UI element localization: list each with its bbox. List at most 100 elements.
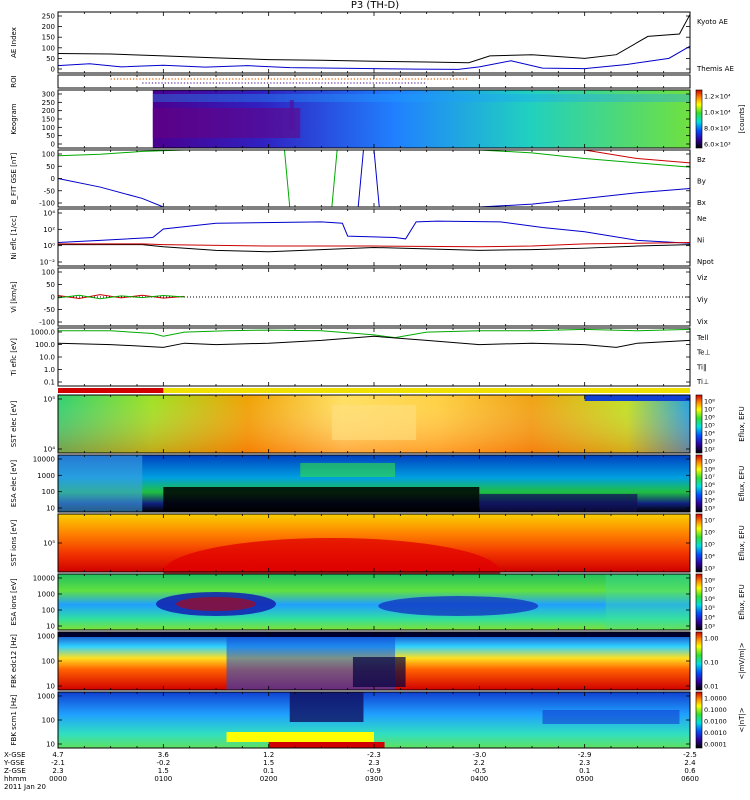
y-tick-label: 300: [42, 91, 55, 99]
colorbar: [695, 89, 703, 149]
y-tick-label: 0: [51, 66, 55, 74]
colorbar-tick-label: 10⁸: [704, 577, 715, 585]
colorbar-tick-label: 10⁷: [704, 586, 715, 594]
x-tick-label: 0.1: [579, 767, 590, 775]
y-tick-label: 0: [51, 141, 55, 149]
colorbar-tick-label: 6.0×10³: [704, 141, 731, 149]
colorbar-label: Eflux, EFU: [738, 525, 746, 560]
x-tick-label: -0.9: [367, 767, 381, 775]
y-axis-label: FBK edc12 [Hz]: [10, 634, 18, 688]
y-tick-label: 1000.0: [31, 329, 56, 337]
y-tick-label: -50: [44, 187, 55, 195]
legend-entry: By: [697, 178, 706, 186]
y-tick-label: 10²: [43, 226, 55, 234]
colorbar-label: Eflux, EFU: [738, 584, 746, 619]
legend-entry: Viz: [697, 274, 708, 282]
npot-line: [57, 220, 691, 244]
plot-title: P3 (TH-D): [350, 0, 400, 11]
y-tick-label: 10: [46, 741, 55, 749]
y-tick-label: 1000: [37, 633, 55, 641]
y-tick-label: 0: [51, 175, 55, 183]
spectrogram-layer: [58, 90, 691, 748]
fbk-b-band: [226, 732, 374, 742]
colorbar-tick-label: 1.0×10⁴: [704, 109, 731, 117]
colorbar-label: Eflux, EFU: [738, 406, 746, 441]
colorbar-tick-label: 10⁶: [704, 481, 715, 489]
x-tick-label: 1.5: [263, 759, 274, 767]
colorbar-tick-label: 10⁷: [704, 406, 715, 414]
y-tick-label: 1000: [37, 591, 55, 599]
colorbar-tick-label: 1.0000: [704, 695, 727, 703]
x-tick-label: 2.2: [474, 759, 485, 767]
colorbar: [695, 691, 703, 749]
y-tick-label: 10.0: [39, 354, 55, 362]
ne-line: [58, 241, 691, 248]
status-bar: [58, 388, 690, 393]
y-axis-label: Ni eflc [1/cc]: [10, 215, 18, 259]
x-row-label: X-GSE: [4, 751, 26, 759]
y-axis-label: B_FIT GSE [nT]: [10, 152, 18, 204]
colorbar-tick-label: 10⁴: [704, 613, 715, 621]
y-tick-label: -100: [39, 200, 55, 208]
y-tick-label: 10⁵: [43, 540, 55, 548]
viy-line: [57, 294, 185, 300]
colorbar-tick-label: 10⁶: [704, 595, 715, 603]
colorbar-tick-label: 0.01: [704, 683, 718, 691]
colorbar-label: Eflux, EFU: [738, 466, 746, 501]
colorbar: [695, 394, 703, 454]
x-tick-label: -0.2: [156, 759, 170, 767]
y-tick-label: 10: [46, 683, 55, 691]
legend-entry: Viy: [697, 296, 708, 304]
y-tick-label: 50: [46, 163, 55, 171]
y-tick-label: 10000: [33, 456, 55, 464]
y-tick-label: 1.0: [44, 366, 55, 374]
y-tick-label: 10: [46, 505, 55, 513]
colorbar: [695, 454, 703, 513]
by-line: [479, 149, 691, 168]
x-tick-label: -2.3: [367, 751, 381, 759]
legend-entry: Ti‖: [696, 363, 707, 371]
x-tick-label: 0600: [681, 775, 699, 783]
legend-entry: Npot: [697, 258, 714, 266]
colorbar-tick-label: 10⁵: [704, 489, 715, 497]
y-tick-label: 10⁴: [43, 446, 55, 454]
y-tick-label: 10⁻²: [40, 259, 56, 267]
y-tick-label: 100: [42, 607, 55, 615]
y-tick-label: 100.0: [35, 341, 55, 349]
colorbar-tick-label: 10⁸: [704, 398, 715, 406]
colorbar-tick-label: 1.2×10⁴: [704, 93, 731, 101]
keogram-band: [289, 100, 294, 130]
colorbar-tick-label: 10³: [704, 438, 715, 446]
esa-elec-band: [163, 487, 480, 512]
esa-ion-band: [605, 574, 690, 630]
y-tick-label: 10000: [33, 575, 55, 583]
y-tick-label: 100: [42, 717, 55, 725]
esa-elec-band: [300, 463, 396, 477]
y-tick-label: 200: [42, 107, 55, 115]
bx-line: [57, 178, 185, 208]
y-tick-label: 250: [42, 99, 55, 107]
y-axis-label: FBK scm1 [Hz]: [10, 694, 18, 745]
colorbar-tick-label: 8.0×10³: [704, 125, 731, 133]
x-tick-label: 0.1: [263, 767, 274, 775]
tell-line: [57, 335, 691, 348]
sst-elec-band: [584, 395, 690, 401]
y-axis-label: SST elec [eV]: [10, 400, 18, 447]
colorbar-tick-label: 0.10: [704, 659, 718, 667]
y-tick-label: 200: [42, 23, 55, 31]
colorbar-tick-label: 10⁴: [704, 553, 715, 561]
x-row-label: hhmm: [4, 775, 27, 783]
y-axis-label: Vi [km/s]: [10, 281, 18, 312]
esa-elec-band: [58, 455, 143, 512]
esa-ion-blob: [176, 597, 256, 611]
esa-ion-blob: [378, 596, 539, 616]
colorbar-tick-label: 10⁷: [704, 473, 715, 481]
legend-entry: Ni: [697, 237, 704, 245]
colorbar-tick-label: 10⁹: [704, 458, 715, 466]
y-tick-label: 100: [42, 124, 55, 132]
y-tick-label: 50: [46, 281, 55, 289]
y-tick-label: 1000: [37, 693, 55, 701]
ae-series-line: [57, 14, 691, 64]
panel-frame: [57, 149, 691, 208]
